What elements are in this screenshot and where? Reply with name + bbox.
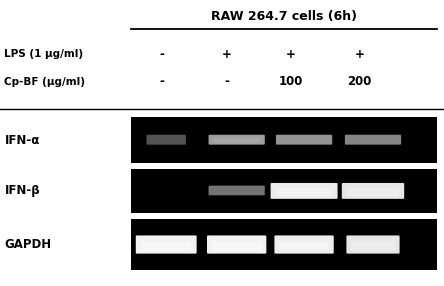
Text: RAW 264.7 cells (6h): RAW 264.7 cells (6h) (211, 10, 357, 23)
FancyBboxPatch shape (213, 138, 260, 143)
FancyBboxPatch shape (342, 183, 404, 199)
FancyBboxPatch shape (276, 188, 332, 196)
Bar (131, 169, 437, 213)
FancyBboxPatch shape (347, 188, 399, 196)
FancyBboxPatch shape (141, 241, 191, 251)
FancyBboxPatch shape (147, 135, 186, 145)
FancyBboxPatch shape (351, 241, 395, 251)
FancyBboxPatch shape (136, 235, 197, 254)
Bar (131, 219, 437, 270)
FancyBboxPatch shape (209, 186, 265, 195)
FancyBboxPatch shape (279, 241, 329, 251)
FancyBboxPatch shape (209, 135, 265, 145)
Text: 200: 200 (348, 75, 372, 88)
Text: Cp-BF (μg/ml): Cp-BF (μg/ml) (4, 77, 85, 86)
Text: +: + (222, 48, 231, 61)
Text: -: - (224, 75, 229, 88)
Text: IFN-β: IFN-β (4, 184, 40, 197)
Text: GAPDH: GAPDH (4, 238, 52, 251)
FancyBboxPatch shape (276, 135, 332, 145)
Text: -: - (160, 75, 164, 88)
FancyBboxPatch shape (274, 235, 334, 254)
Text: IFN-α: IFN-α (4, 134, 40, 147)
Text: 100: 100 (279, 75, 303, 88)
FancyBboxPatch shape (345, 135, 401, 145)
FancyBboxPatch shape (346, 235, 400, 254)
Text: +: + (355, 48, 365, 61)
Text: +: + (286, 48, 296, 61)
Text: LPS (1 μg/ml): LPS (1 μg/ml) (4, 49, 83, 59)
FancyBboxPatch shape (207, 235, 266, 254)
FancyBboxPatch shape (212, 241, 262, 251)
Text: -: - (160, 48, 164, 61)
Bar (131, 117, 437, 163)
FancyBboxPatch shape (270, 183, 337, 199)
